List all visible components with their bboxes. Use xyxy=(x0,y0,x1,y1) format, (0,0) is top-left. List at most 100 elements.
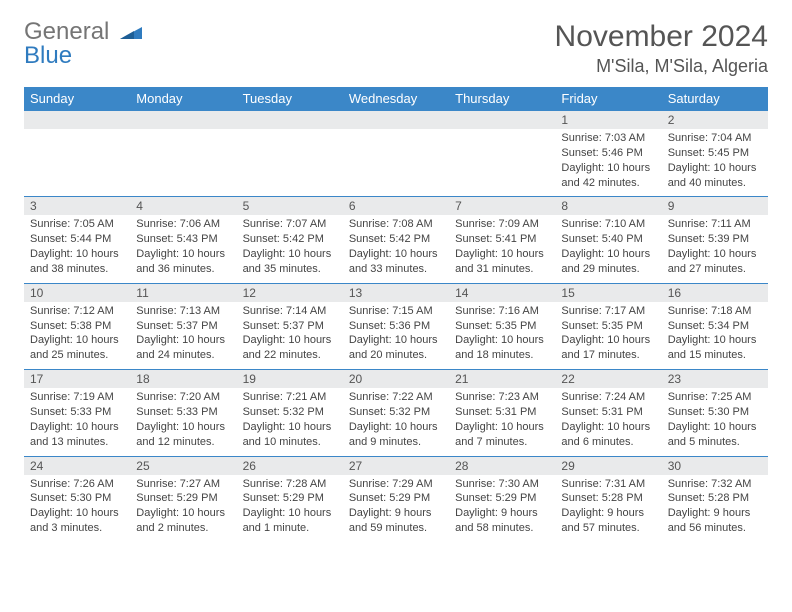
title-block: November 2024 M'Sila, M'Sila, Algeria xyxy=(555,20,768,77)
daylight-text: Daylight: 9 hours and 56 minutes. xyxy=(668,506,762,536)
weekday-header-row: Sunday Monday Tuesday Wednesday Thursday… xyxy=(24,87,768,111)
sunrise-text: Sunrise: 7:07 AM xyxy=(243,217,337,232)
day-number-cell: 23 xyxy=(662,370,768,389)
calendar-table: Sunday Monday Tuesday Wednesday Thursday… xyxy=(24,87,768,542)
day-number-cell xyxy=(343,111,449,130)
day-number-cell: 5 xyxy=(237,197,343,216)
sunset-text: Sunset: 5:29 PM xyxy=(349,491,443,506)
day-content-cell: Sunrise: 7:29 AMSunset: 5:29 PMDaylight:… xyxy=(343,475,449,542)
daylight-text: Daylight: 10 hours and 9 minutes. xyxy=(349,420,443,450)
sunset-text: Sunset: 5:28 PM xyxy=(668,491,762,506)
sunset-text: Sunset: 5:44 PM xyxy=(30,232,124,247)
day-content-cell: Sunrise: 7:05 AMSunset: 5:44 PMDaylight:… xyxy=(24,215,130,283)
day-content-cell: Sunrise: 7:18 AMSunset: 5:34 PMDaylight:… xyxy=(662,302,768,370)
sunset-text: Sunset: 5:29 PM xyxy=(455,491,549,506)
day-content-cell: Sunrise: 7:09 AMSunset: 5:41 PMDaylight:… xyxy=(449,215,555,283)
daylight-text: Daylight: 10 hours and 22 minutes. xyxy=(243,333,337,363)
day-content-cell: Sunrise: 7:28 AMSunset: 5:29 PMDaylight:… xyxy=(237,475,343,542)
sunset-text: Sunset: 5:42 PM xyxy=(243,232,337,247)
sunset-text: Sunset: 5:41 PM xyxy=(455,232,549,247)
sunrise-text: Sunrise: 7:10 AM xyxy=(561,217,655,232)
daylight-text: Daylight: 10 hours and 33 minutes. xyxy=(349,247,443,277)
sunset-text: Sunset: 5:34 PM xyxy=(668,319,762,334)
day-content-cell: Sunrise: 7:24 AMSunset: 5:31 PMDaylight:… xyxy=(555,388,661,456)
sunset-text: Sunset: 5:46 PM xyxy=(561,146,655,161)
day-number-cell xyxy=(237,111,343,130)
sunrise-text: Sunrise: 7:21 AM xyxy=(243,390,337,405)
day-content-row: Sunrise: 7:05 AMSunset: 5:44 PMDaylight:… xyxy=(24,215,768,283)
day-content-cell: Sunrise: 7:23 AMSunset: 5:31 PMDaylight:… xyxy=(449,388,555,456)
day-number-cell: 12 xyxy=(237,283,343,302)
day-number-row: 10111213141516 xyxy=(24,283,768,302)
day-number-row: 12 xyxy=(24,111,768,130)
day-content-cell: Sunrise: 7:17 AMSunset: 5:35 PMDaylight:… xyxy=(555,302,661,370)
day-number-cell: 8 xyxy=(555,197,661,216)
day-content-row: Sunrise: 7:12 AMSunset: 5:38 PMDaylight:… xyxy=(24,302,768,370)
daylight-text: Daylight: 10 hours and 40 minutes. xyxy=(668,161,762,191)
day-number-cell: 24 xyxy=(24,456,130,475)
sunrise-text: Sunrise: 7:28 AM xyxy=(243,477,337,492)
sunrise-text: Sunrise: 7:27 AM xyxy=(136,477,230,492)
daylight-text: Daylight: 9 hours and 58 minutes. xyxy=(455,506,549,536)
sunset-text: Sunset: 5:31 PM xyxy=(561,405,655,420)
day-number-cell: 3 xyxy=(24,197,130,216)
sunrise-text: Sunrise: 7:22 AM xyxy=(349,390,443,405)
day-content-cell: Sunrise: 7:21 AMSunset: 5:32 PMDaylight:… xyxy=(237,388,343,456)
sunrise-text: Sunrise: 7:19 AM xyxy=(30,390,124,405)
sunrise-text: Sunrise: 7:29 AM xyxy=(349,477,443,492)
daylight-text: Daylight: 10 hours and 42 minutes. xyxy=(561,161,655,191)
sunrise-text: Sunrise: 7:25 AM xyxy=(668,390,762,405)
day-number-cell xyxy=(449,111,555,130)
sunset-text: Sunset: 5:33 PM xyxy=(30,405,124,420)
sunset-text: Sunset: 5:37 PM xyxy=(136,319,230,334)
sunrise-text: Sunrise: 7:12 AM xyxy=(30,304,124,319)
day-content-cell xyxy=(130,129,236,197)
day-content-cell: Sunrise: 7:13 AMSunset: 5:37 PMDaylight:… xyxy=(130,302,236,370)
daylight-text: Daylight: 10 hours and 27 minutes. xyxy=(668,247,762,277)
sunrise-text: Sunrise: 7:14 AM xyxy=(243,304,337,319)
day-number-cell: 25 xyxy=(130,456,236,475)
day-content-cell: Sunrise: 7:22 AMSunset: 5:32 PMDaylight:… xyxy=(343,388,449,456)
daylight-text: Daylight: 10 hours and 38 minutes. xyxy=(30,247,124,277)
sunset-text: Sunset: 5:32 PM xyxy=(349,405,443,420)
daylight-text: Daylight: 10 hours and 1 minute. xyxy=(243,506,337,536)
day-number-cell: 10 xyxy=(24,283,130,302)
brand-part2: Blue xyxy=(24,42,72,69)
day-content-cell: Sunrise: 7:11 AMSunset: 5:39 PMDaylight:… xyxy=(662,215,768,283)
daylight-text: Daylight: 10 hours and 2 minutes. xyxy=(136,506,230,536)
day-content-row: Sunrise: 7:03 AMSunset: 5:46 PMDaylight:… xyxy=(24,129,768,197)
daylight-text: Daylight: 10 hours and 18 minutes. xyxy=(455,333,549,363)
sunset-text: Sunset: 5:45 PM xyxy=(668,146,762,161)
weekday-header: Monday xyxy=(130,87,236,111)
day-number-cell: 14 xyxy=(449,283,555,302)
day-content-cell xyxy=(237,129,343,197)
sunset-text: Sunset: 5:39 PM xyxy=(668,232,762,247)
daylight-text: Daylight: 10 hours and 24 minutes. xyxy=(136,333,230,363)
day-content-cell: Sunrise: 7:20 AMSunset: 5:33 PMDaylight:… xyxy=(130,388,236,456)
day-number-cell: 1 xyxy=(555,111,661,130)
day-content-cell: Sunrise: 7:27 AMSunset: 5:29 PMDaylight:… xyxy=(130,475,236,542)
day-number-cell xyxy=(130,111,236,130)
daylight-text: Daylight: 10 hours and 29 minutes. xyxy=(561,247,655,277)
sunset-text: Sunset: 5:33 PM xyxy=(136,405,230,420)
day-content-cell: Sunrise: 7:19 AMSunset: 5:33 PMDaylight:… xyxy=(24,388,130,456)
day-content-cell: Sunrise: 7:32 AMSunset: 5:28 PMDaylight:… xyxy=(662,475,768,542)
day-number-cell: 27 xyxy=(343,456,449,475)
daylight-text: Daylight: 10 hours and 10 minutes. xyxy=(243,420,337,450)
day-number-cell: 26 xyxy=(237,456,343,475)
day-content-cell xyxy=(24,129,130,197)
sunrise-text: Sunrise: 7:23 AM xyxy=(455,390,549,405)
daylight-text: Daylight: 10 hours and 31 minutes. xyxy=(455,247,549,277)
sunset-text: Sunset: 5:28 PM xyxy=(561,491,655,506)
sunrise-text: Sunrise: 7:18 AM xyxy=(668,304,762,319)
daylight-text: Daylight: 10 hours and 20 minutes. xyxy=(349,333,443,363)
daylight-text: Daylight: 10 hours and 6 minutes. xyxy=(561,420,655,450)
sunrise-text: Sunrise: 7:13 AM xyxy=(136,304,230,319)
day-number-cell: 22 xyxy=(555,370,661,389)
day-number-cell: 2 xyxy=(662,111,768,130)
day-content-cell xyxy=(449,129,555,197)
day-number-cell xyxy=(24,111,130,130)
sunrise-text: Sunrise: 7:16 AM xyxy=(455,304,549,319)
sunset-text: Sunset: 5:32 PM xyxy=(243,405,337,420)
sunset-text: Sunset: 5:37 PM xyxy=(243,319,337,334)
